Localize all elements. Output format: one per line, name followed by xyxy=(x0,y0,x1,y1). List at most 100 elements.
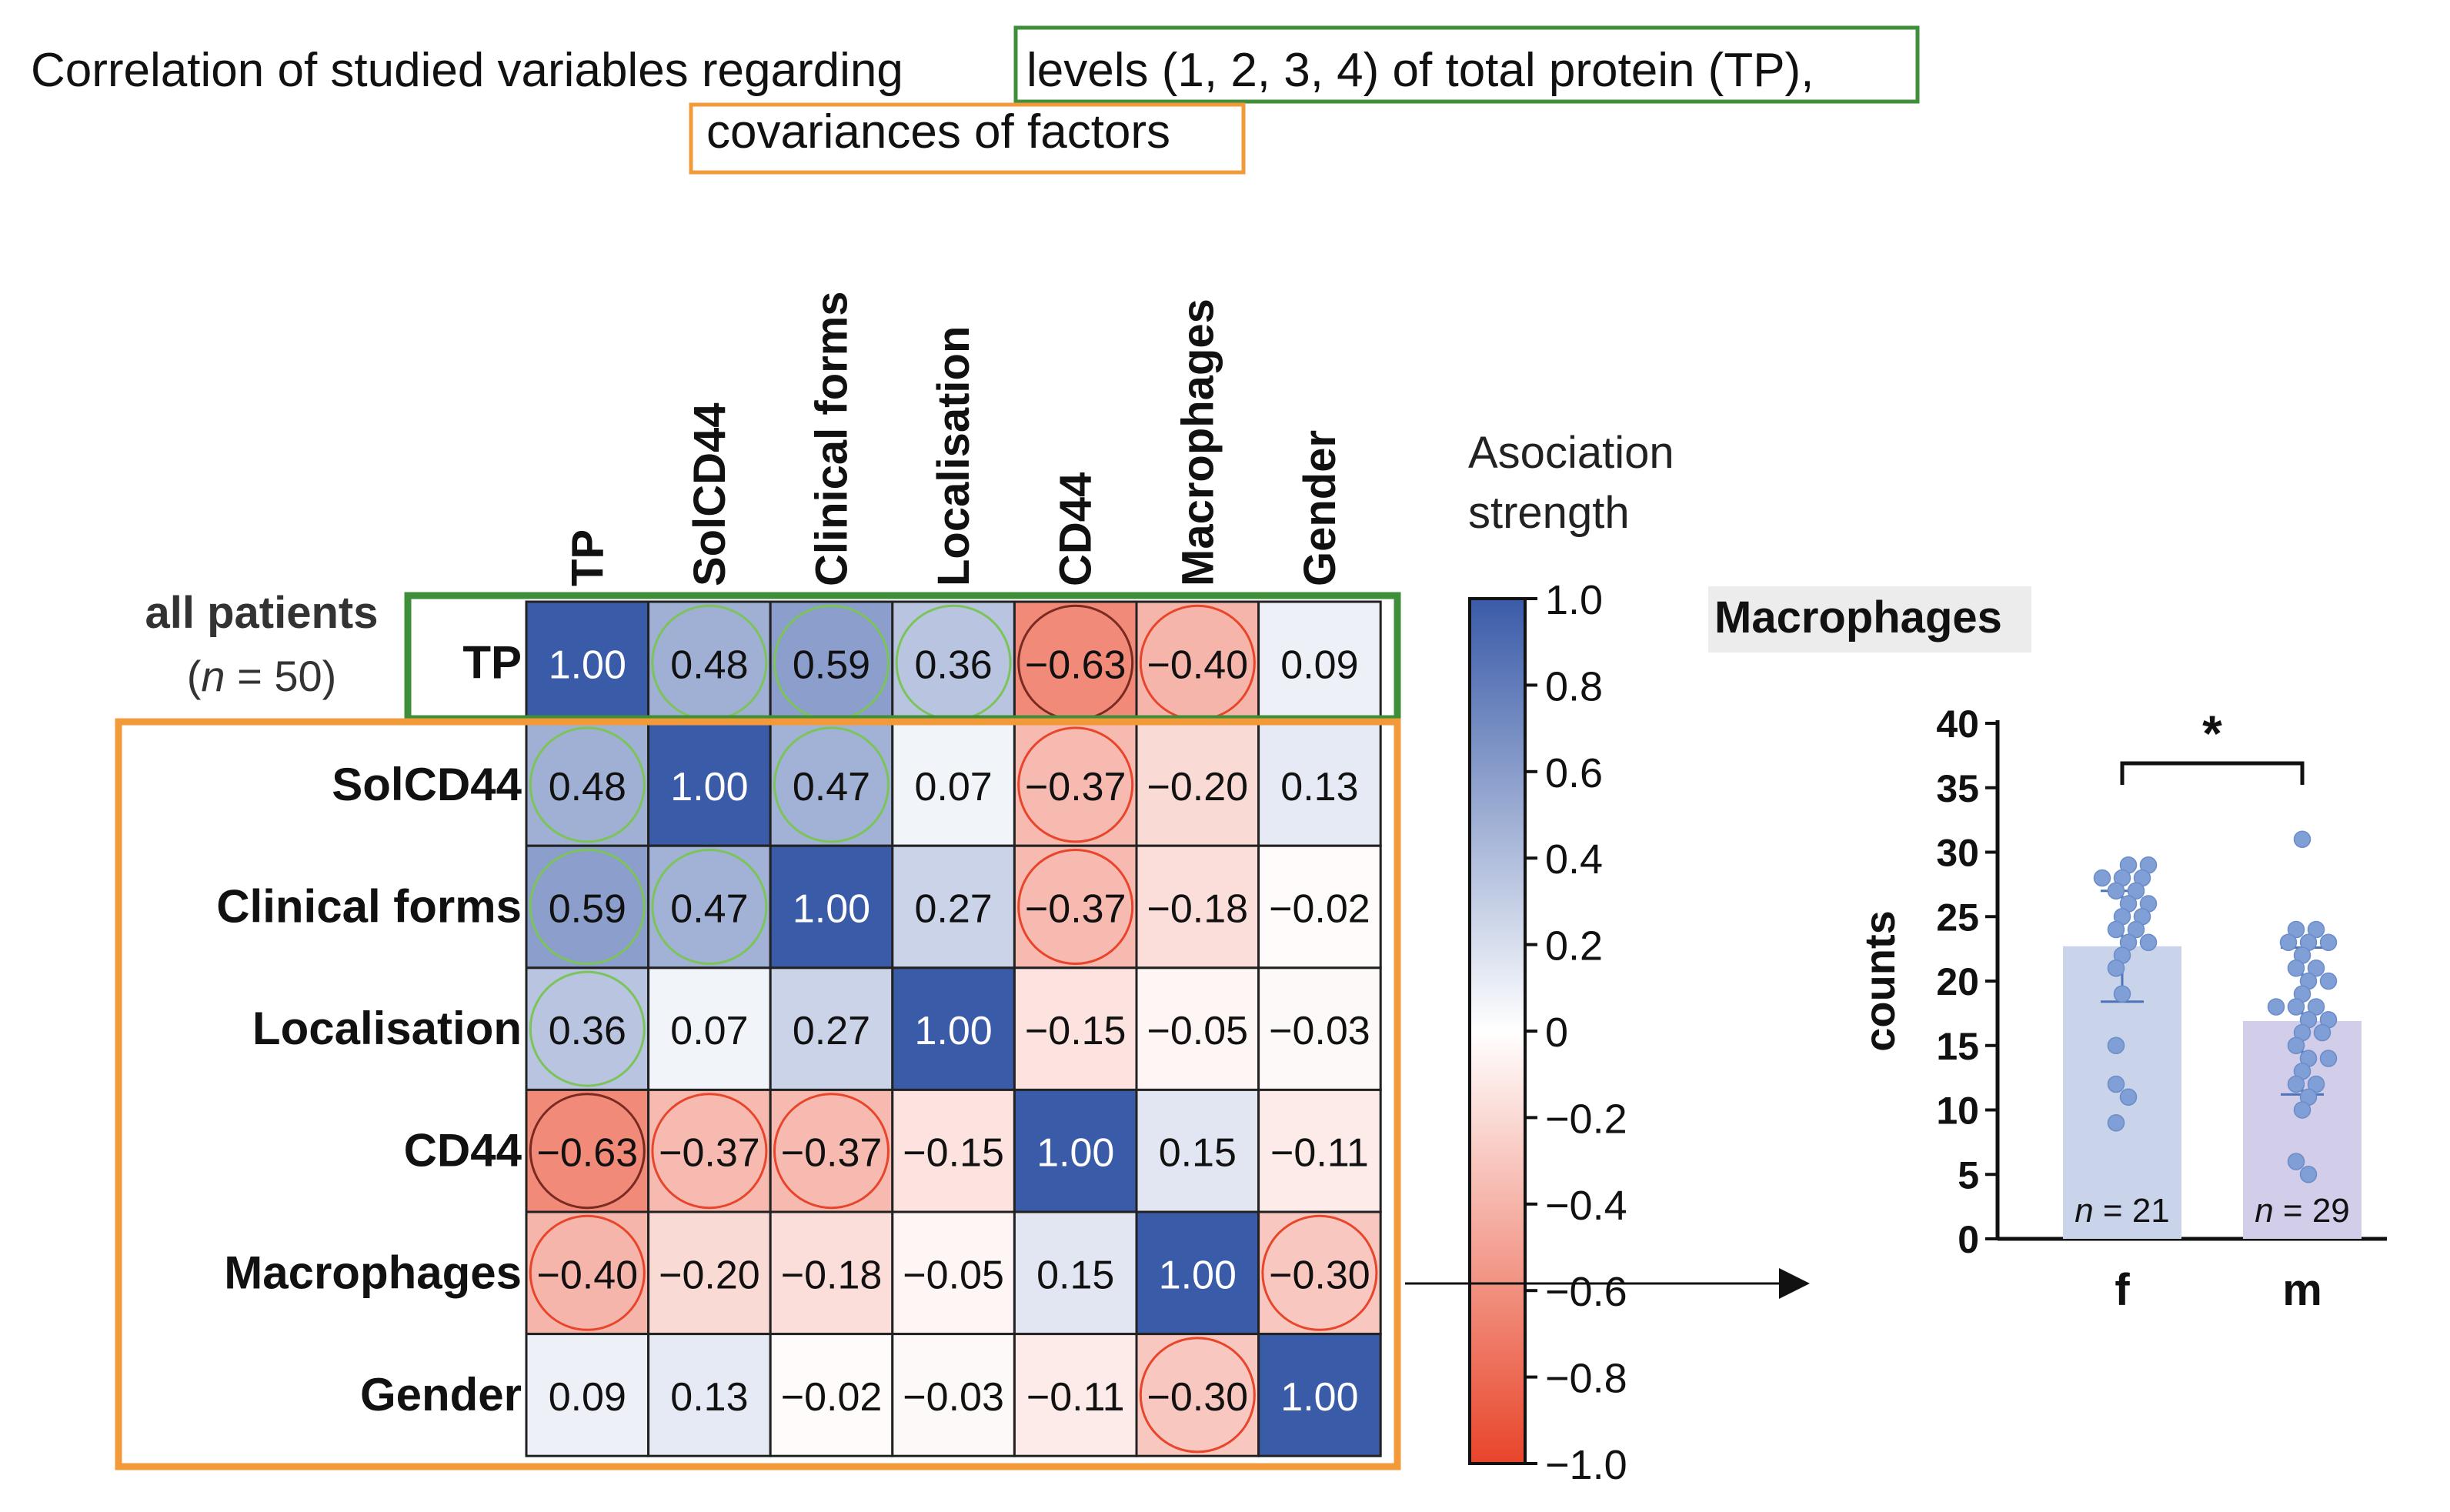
heatmap-cell-6-1 xyxy=(647,1333,772,1457)
bar-y-tick-label-2: 10 xyxy=(1936,1090,1979,1133)
colorbar-title-1: Asociation xyxy=(1468,428,1674,478)
point-m-7 xyxy=(2287,960,2305,977)
heatmap-cell-5-4 xyxy=(1013,1210,1138,1336)
heatmap-cell-1-6 xyxy=(1257,723,1382,847)
row-label-clinical-forms: Clinical forms xyxy=(216,881,522,933)
point-f-4 xyxy=(2093,869,2111,887)
category-label-f: f xyxy=(2115,1265,2130,1315)
colorbar-tick-label-2: 0.6 xyxy=(1545,750,1603,796)
group-n-rest: = 50) xyxy=(225,652,337,700)
heatmap-cell-1-5 xyxy=(1135,723,1260,847)
sig-circle-neg-4-1 xyxy=(651,1093,768,1210)
colorbar-tick-label-4: 0.2 xyxy=(1545,923,1603,970)
point-m-21 xyxy=(2319,1050,2338,1067)
colorbar-ticks: 1.0 0.8 0.6 0.4 0.2 0 −0.2 −0.4 −0.6 −0.8 −1.0 xyxy=(1525,577,1627,1488)
heatmap-row-labels: TP SolCD44 Clinical forms Localisation CD44 M… xyxy=(216,636,522,1420)
heatmap-cell-2-2 xyxy=(769,844,894,970)
heatmap-cell-4-5 xyxy=(1135,1088,1260,1213)
bar-y-axis-label: counts xyxy=(1855,910,1904,1052)
point-m-26 xyxy=(2293,1101,2311,1119)
row-label-macrophages: Macrophages xyxy=(224,1247,522,1298)
colorbar-tick-label-3: 0.4 xyxy=(1545,836,1603,883)
point-f-12 xyxy=(2127,920,2145,939)
arrow-head xyxy=(1779,1268,1810,1299)
point-f-5 xyxy=(2107,882,2125,900)
bar-y-tick-label-8: 40 xyxy=(1936,703,1979,746)
column-label-gender: Gender xyxy=(1295,430,1345,586)
colorbar-tick-label-6: −0.2 xyxy=(1545,1096,1627,1142)
heatmap-cell-0-6 xyxy=(1257,600,1382,726)
point-m-8 xyxy=(2307,960,2325,977)
heatmap-cell-label-0-1: 0.48 xyxy=(670,643,748,687)
heatmap-cell-label-5-2: −0.18 xyxy=(781,1253,883,1297)
point-f-6 xyxy=(2127,882,2145,900)
heatmap-cell-4-6 xyxy=(1257,1088,1382,1213)
heatmap-cell-label-3-5: −0.05 xyxy=(1147,1009,1249,1053)
sig-circle-neg-1-4 xyxy=(1017,726,1134,843)
colorbar-title-2: strength xyxy=(1468,488,1630,538)
sig-circle-neg-5-6 xyxy=(1261,1214,1378,1331)
heatmap-cell-label-1-4: −0.37 xyxy=(1025,765,1127,809)
point-f-19 xyxy=(2107,1075,2125,1093)
point-m-18 xyxy=(2313,1023,2332,1042)
heatmap-cell-label-6-3: −0.03 xyxy=(903,1375,1004,1420)
point-m-28 xyxy=(2299,1166,2318,1183)
colorbar-tick-label-5: 0 xyxy=(1545,1010,1568,1056)
colorbar xyxy=(1468,597,1527,1465)
heatmap-cell-label-4-5: 0.15 xyxy=(1159,1131,1237,1176)
sig-circle-neg-4-0 xyxy=(529,1093,646,1210)
point-m-19 xyxy=(2287,1036,2305,1054)
bar-y-tick-label-3: 15 xyxy=(1936,1025,1979,1068)
column-label-clinical-forms: Clinical forms xyxy=(807,291,857,586)
heatmap-significance-circles xyxy=(529,604,1378,1454)
point-m-5 xyxy=(2279,933,2298,951)
heatmap-cell-label-6-2: −0.02 xyxy=(781,1375,883,1420)
heatmap-cell-label-3-4: −0.15 xyxy=(1025,1009,1127,1053)
colorbar-tick-label-8: −0.6 xyxy=(1545,1269,1627,1315)
heatmap-cell-label-0-3: 0.36 xyxy=(914,643,992,687)
heatmap-cell-5-1 xyxy=(647,1210,772,1336)
point-m-12 xyxy=(2287,998,2305,1016)
bar-y-tick-label-6: 30 xyxy=(1936,832,1979,875)
heatmap-cell-6-0 xyxy=(525,1333,650,1457)
heatmap-cell-label-1-6: 0.13 xyxy=(1280,765,1358,809)
heatmap-cell-label-3-6: −0.03 xyxy=(1269,1009,1370,1053)
heatmap-cell-label-1-2: 0.47 xyxy=(793,765,870,809)
heatmap-cell-label-5-5: 1.00 xyxy=(1159,1253,1237,1297)
sig-circle-neg-4-2 xyxy=(773,1093,890,1210)
heatmap-cell-label-2-3: 0.27 xyxy=(914,887,992,932)
sig-circle-pos-1-2 xyxy=(773,726,890,843)
heatmap-cell-label-5-6: −0.30 xyxy=(1269,1253,1370,1297)
sig-circle-pos-3-0 xyxy=(529,970,646,1087)
heatmap-cell-label-3-2: 0.27 xyxy=(793,1009,870,1053)
heatmap-cell-label-0-4: −0.63 xyxy=(1025,643,1127,687)
heatmap-cell-label-6-4: −0.11 xyxy=(1026,1375,1125,1420)
heatmap-column-labels: TP SolCD44 Clinical forms Localisation CD44 M… xyxy=(562,291,1345,586)
heatmap-cell-label-6-6: 1.00 xyxy=(1280,1375,1358,1420)
heatmap-cell-label-4-0: −0.63 xyxy=(537,1131,639,1176)
heatmap-cell-label-3-3: 1.00 xyxy=(914,1009,992,1053)
heatmap-cell-labels: 1.00 0.48 0.59 0.36 −0.63 −0.40 0.09 0.48 1.00 0.… xyxy=(537,643,1370,1420)
heatmap-cell-label-2-2: 1.00 xyxy=(793,887,870,932)
title-orange-text: covariances of factors xyxy=(706,105,1170,159)
significance-star: * xyxy=(2202,705,2222,762)
heatmap-cell-label-6-1: 0.13 xyxy=(670,1375,748,1420)
point-m-10 xyxy=(2319,972,2338,990)
heatmap-cell-label-4-1: −0.37 xyxy=(659,1131,760,1176)
column-label-solcd44: SolCD44 xyxy=(685,402,735,586)
colorbar-tick-label-7: −0.4 xyxy=(1545,1183,1627,1229)
point-f-16 xyxy=(2107,960,2125,977)
point-m-24 xyxy=(2307,1075,2325,1093)
point-m-1 xyxy=(2287,920,2305,939)
heatmap-cell-label-6-0: 0.09 xyxy=(549,1375,626,1420)
title-orange-box xyxy=(689,102,1246,175)
heatmap-cell-label-0-0: 1.00 xyxy=(549,643,626,687)
row-label-tp: TP xyxy=(462,636,522,688)
point-m-14 xyxy=(2267,998,2285,1016)
title-green-text: levels (1, 2, 3, 4) of total protein (TP… xyxy=(1026,44,1814,97)
colorbar-tick-label-9: −0.8 xyxy=(1545,1356,1627,1402)
heatmap-cell-label-2-5: −0.18 xyxy=(1147,887,1249,932)
heatmap-cell-label-2-6: −0.02 xyxy=(1269,887,1370,932)
